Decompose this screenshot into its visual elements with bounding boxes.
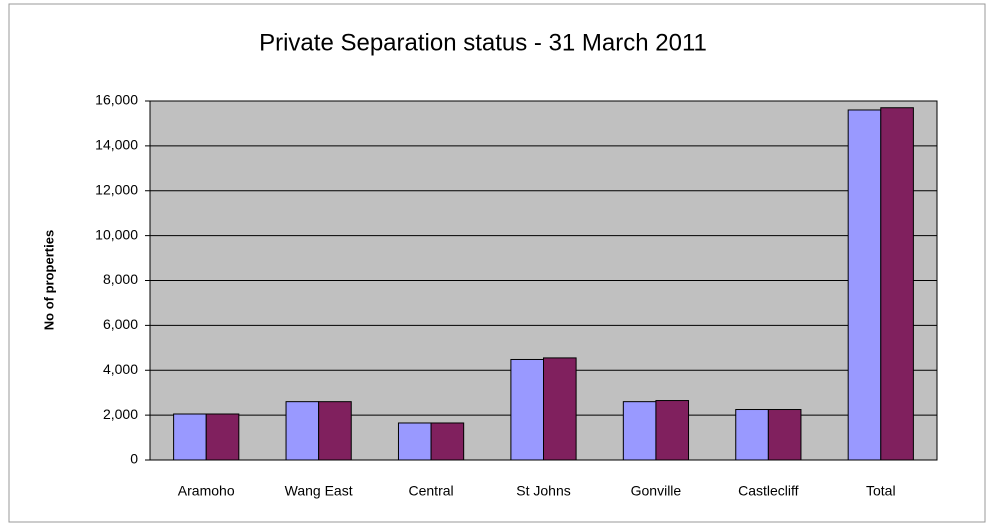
y-tick-label: 2,000 [103, 406, 138, 422]
x-tick-label: Total [866, 483, 896, 499]
y-tick-label: 6,000 [103, 316, 138, 332]
x-tick-label: Gonville [631, 483, 682, 499]
bar [543, 357, 577, 461]
bar [847, 109, 882, 461]
y-tick-label: 8,000 [103, 271, 138, 287]
bar [510, 358, 545, 461]
y-axis-label: No of properties [41, 230, 56, 330]
x-tick-label: Aramoho [178, 483, 235, 499]
bar [880, 107, 914, 461]
x-tick-label: St Johns [516, 483, 570, 499]
bar [735, 409, 769, 461]
x-tick-label: Castlecliff [738, 483, 799, 499]
x-tick-label: Wang East [285, 483, 353, 499]
bar [622, 401, 657, 461]
bar [285, 401, 320, 461]
bar [397, 422, 432, 461]
x-tick-label: Central [409, 483, 454, 499]
chart-title: Private Separation status - 31 March 201… [259, 29, 707, 56]
y-tick-label: 4,000 [103, 361, 138, 377]
bar [173, 413, 207, 461]
bar [430, 422, 465, 461]
bar [767, 409, 802, 461]
y-tick-label: 0 [130, 451, 138, 467]
bar [655, 400, 690, 461]
y-tick-label: 16,000 [95, 92, 138, 108]
bar [318, 401, 352, 461]
y-tick-label: 12,000 [95, 181, 138, 197]
y-tick-label: 14,000 [95, 137, 138, 153]
y-tick-label: 10,000 [95, 226, 138, 242]
bar [205, 413, 240, 461]
